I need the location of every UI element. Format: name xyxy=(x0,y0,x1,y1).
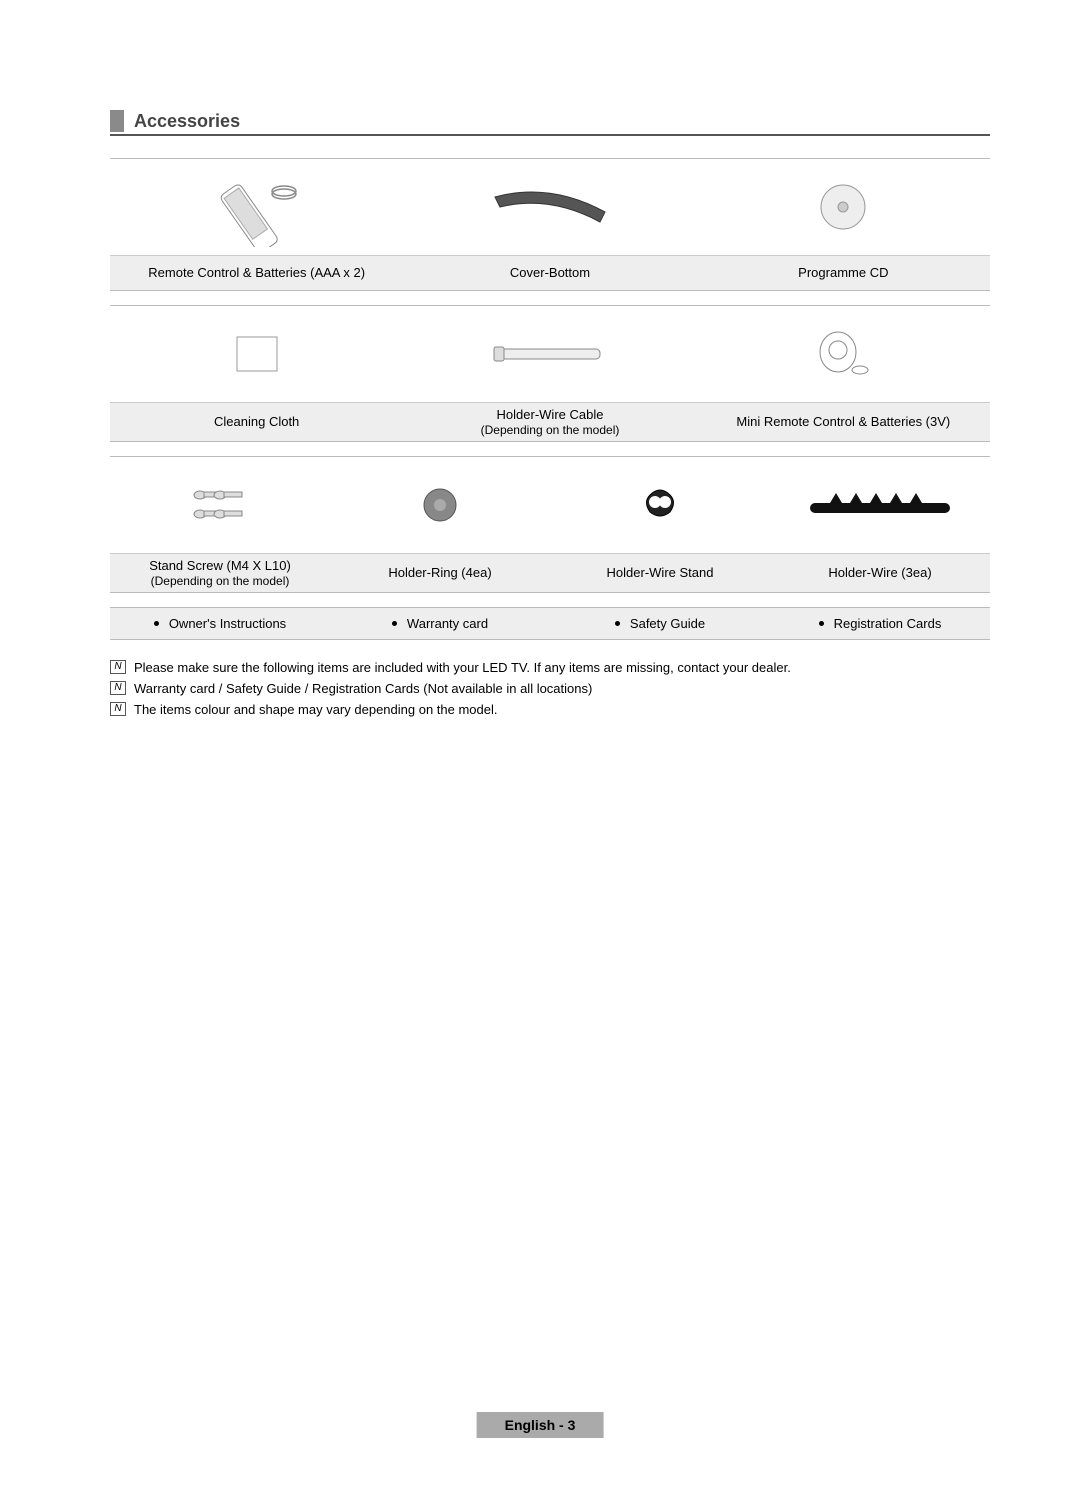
doc-item: Owner's Instructions xyxy=(110,616,330,631)
bullet-icon xyxy=(819,621,824,626)
note-icon: N xyxy=(110,660,126,674)
label-screws: Stand Screw (M4 X L10) (Depending on the… xyxy=(110,554,330,592)
label-cloth: Cleaning Cloth xyxy=(110,403,403,441)
accent-bar xyxy=(110,110,124,132)
page-footer: English - 3 xyxy=(477,1412,604,1438)
section-title: Accessories xyxy=(134,111,240,132)
doc-item: Safety Guide xyxy=(550,616,770,631)
note-icon: N xyxy=(110,702,126,716)
row1-labels: Remote Control & Batteries (AAA x 2) Cov… xyxy=(110,255,990,291)
label-holder-wire: Holder-Wire (3ea) xyxy=(770,554,990,592)
label-wire-stand: Holder-Wire Stand xyxy=(550,554,770,592)
row2-images xyxy=(110,306,990,402)
note-text: The items colour and shape may vary depe… xyxy=(134,702,498,719)
label-mini-remote: Mini Remote Control & Batteries (3V) xyxy=(697,403,990,441)
label-wire-cable: Holder-Wire Cable (Depending on the mode… xyxy=(403,403,696,441)
doc-label: Owner's Instructions xyxy=(169,616,286,631)
bullet-icon xyxy=(154,621,159,626)
img-mini-remote xyxy=(697,306,990,402)
page: Accessories xyxy=(0,0,1080,719)
row2-labels: Cleaning Cloth Holder-Wire Cable (Depend… xyxy=(110,402,990,442)
img-cd xyxy=(697,159,990,255)
label-remote: Remote Control & Batteries (AAA x 2) xyxy=(110,256,403,290)
label-text: Holder-Wire Cable xyxy=(497,407,604,423)
note-icon: N xyxy=(110,681,126,695)
row1-images xyxy=(110,159,990,255)
img-wire-stand xyxy=(550,457,770,553)
img-remote xyxy=(110,159,403,255)
doc-label: Warranty card xyxy=(407,616,488,631)
label-cd: Programme CD xyxy=(697,256,990,290)
note-text: Warranty card / Safety Guide / Registrat… xyxy=(134,681,592,698)
note-line: N Please make sure the following items a… xyxy=(110,660,990,677)
doc-label: Registration Cards xyxy=(834,616,942,631)
note-text: Please make sure the following items are… xyxy=(134,660,791,677)
label-cover-bottom: Cover-Bottom xyxy=(403,256,696,290)
note-line: N Warranty card / Safety Guide / Registr… xyxy=(110,681,990,698)
section-header: Accessories xyxy=(110,110,990,136)
note-line: N The items colour and shape may vary de… xyxy=(110,702,990,719)
label-subtext: (Depending on the model) xyxy=(481,423,620,437)
img-wire-cable xyxy=(403,306,696,402)
accessories-table: Remote Control & Batteries (AAA x 2) Cov… xyxy=(110,158,990,640)
img-cloth xyxy=(110,306,403,402)
doc-item: Warranty card xyxy=(330,616,550,631)
notes: N Please make sure the following items a… xyxy=(110,660,990,719)
img-cover-bottom xyxy=(403,159,696,255)
docs-row: Owner's Instructions Warranty card Safet… xyxy=(110,607,990,640)
row3-labels: Stand Screw (M4 X L10) (Depending on the… xyxy=(110,553,990,593)
label-holder-ring: Holder-Ring (4ea) xyxy=(330,554,550,592)
label-text: Stand Screw (M4 X L10) xyxy=(149,558,291,574)
bullet-icon xyxy=(615,621,620,626)
bullet-icon xyxy=(392,621,397,626)
img-holder-wire xyxy=(770,457,990,553)
doc-item: Registration Cards xyxy=(770,616,990,631)
img-screws xyxy=(110,457,330,553)
img-holder-ring xyxy=(330,457,550,553)
label-subtext: (Depending on the model) xyxy=(151,574,290,588)
doc-label: Safety Guide xyxy=(630,616,705,631)
row3-images xyxy=(110,457,990,553)
